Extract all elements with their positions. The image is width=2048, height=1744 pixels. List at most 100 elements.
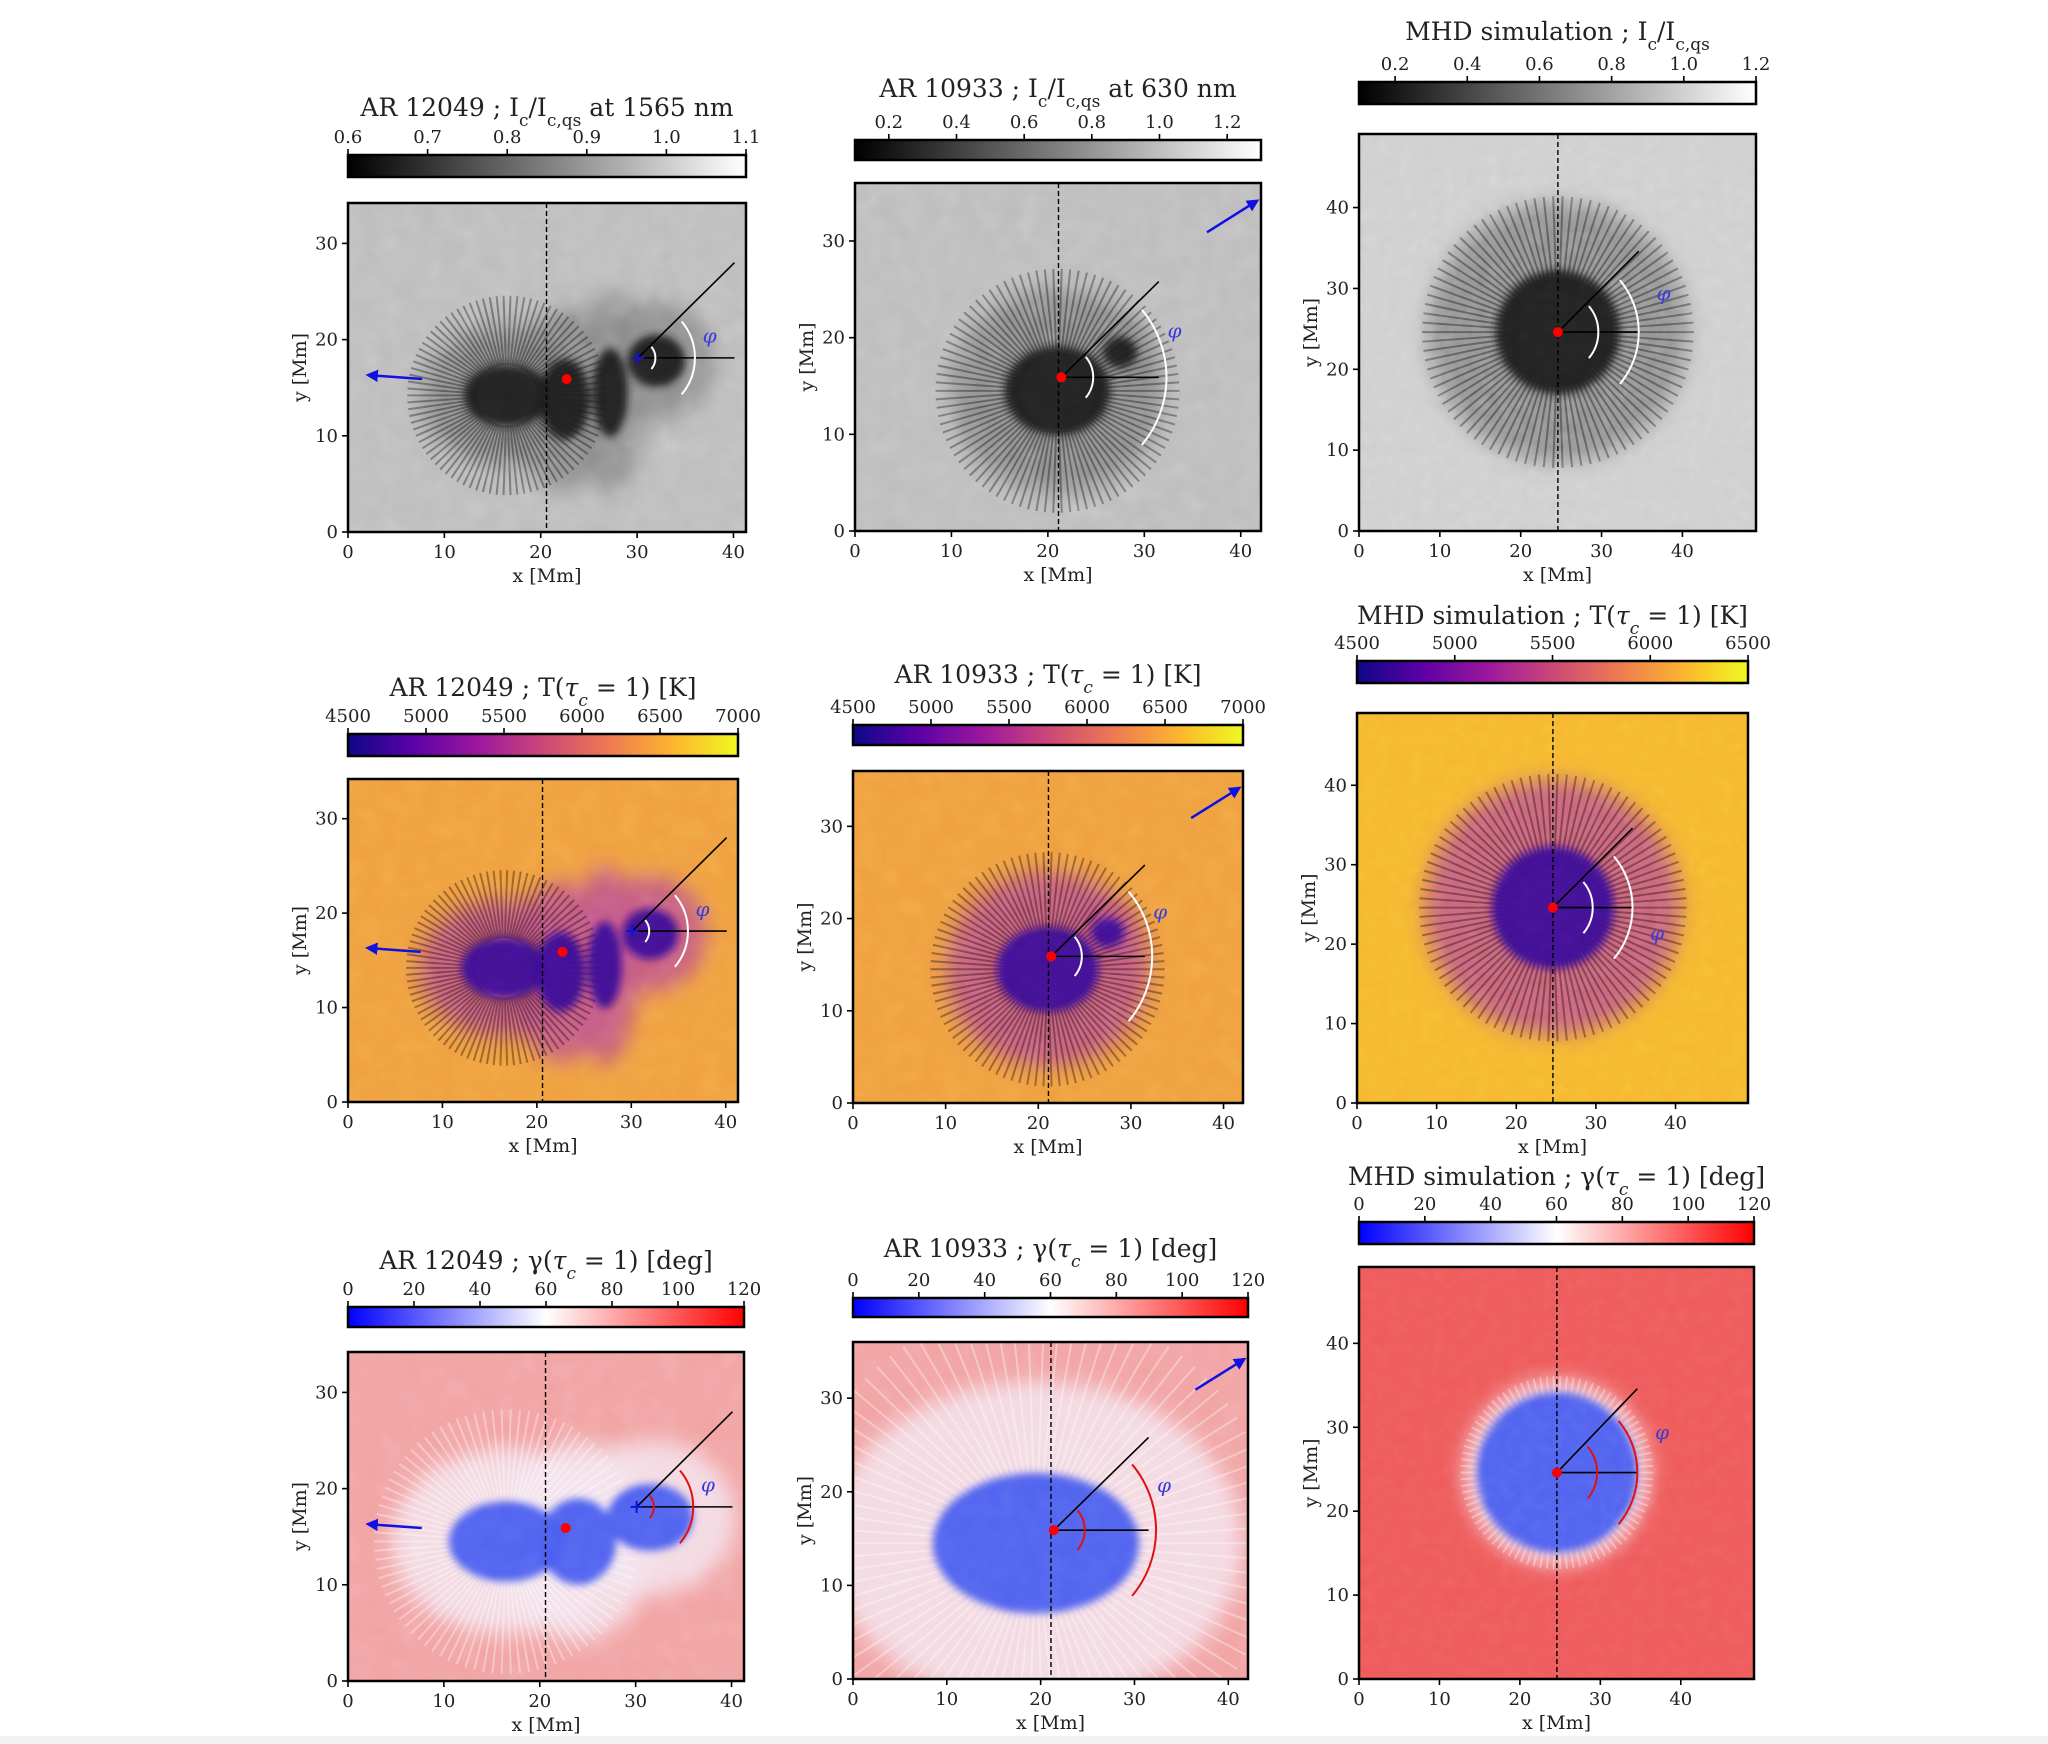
y-tick-label: 30: [315, 809, 338, 830]
disk-center-arrow-icon: [1194, 1357, 1247, 1391]
phi-label: φ: [1153, 900, 1167, 924]
title-subscript: c,qs: [1675, 35, 1710, 55]
colorbar-tick-label: 4500: [325, 706, 371, 727]
x-axis-label: x [Mm]: [511, 1714, 580, 1736]
y-tick-label: 0: [327, 522, 338, 543]
x-tick-label: 30: [1589, 1689, 1612, 1710]
y-tick-label: 20: [1324, 934, 1347, 955]
axes-frame: [851, 769, 1245, 1105]
y-tick-label: 10: [820, 1575, 843, 1596]
title-symbol: τ: [565, 673, 580, 702]
phi-arc: [1617, 1420, 1639, 1525]
y-tick-label: 10: [315, 1575, 338, 1596]
y-axis-label: y [Mm]: [794, 902, 816, 972]
page-bottom-band: [0, 1736, 2048, 1744]
x-tick-label: 20: [1027, 1113, 1050, 1134]
phi-arc: [1588, 305, 1600, 359]
title-text: AR 12049 ; γ(: [378, 1246, 552, 1275]
title-subscript: c: [1071, 1252, 1081, 1272]
colorbar: [1355, 659, 1750, 685]
center-dot-marker: [1046, 951, 1057, 962]
colorbar-tick-label: 0.6: [1010, 112, 1039, 133]
phi-label: φ: [701, 1472, 715, 1496]
x-axis-label: x [Mm]: [1522, 1712, 1591, 1734]
title-subscript: c: [578, 691, 588, 711]
colorbar-tick-label: 0.8: [493, 127, 522, 148]
title-subscript: c,qs: [1066, 92, 1101, 112]
phi-label: φ: [1655, 1420, 1669, 1444]
colorbar-tick-label: 1.0: [652, 127, 681, 148]
x-tick-label: 30: [1119, 1113, 1142, 1134]
colorbar-tick-label: 6500: [637, 706, 683, 727]
phi-ray-line: [1060, 281, 1160, 378]
y-tick-label: 20: [315, 330, 338, 351]
colorbar-tick-label: 80: [601, 1279, 624, 1300]
phi-arc: [1131, 1463, 1157, 1597]
x-tick-label: 20: [525, 1112, 548, 1133]
axes-frame: [851, 1340, 1250, 1681]
phi-arc: [650, 346, 657, 370]
title-text: = 1) [K]: [588, 673, 697, 702]
y-tick-label: 0: [327, 1671, 338, 1692]
colorbar: [346, 153, 748, 179]
title-text: AR 12049 ; I: [359, 93, 519, 122]
title-text: /I: [1047, 74, 1065, 103]
panel-title: AR 12049 ; Ic/Ic,qs at 1565 nm: [359, 93, 733, 131]
colorbar-tick-label: 0.4: [1453, 54, 1482, 75]
phi-label: φ: [703, 323, 717, 347]
title-subscript: c: [566, 1264, 576, 1284]
x-tick-label: 30: [1590, 541, 1613, 562]
phi-ray-line: [1552, 827, 1634, 909]
panel-title: AR 12049 ; T(τc = 1) [K]: [388, 673, 696, 711]
y-tick-label: 10: [1326, 1585, 1349, 1606]
x-tick-label: 30: [624, 1691, 647, 1712]
center-dot-marker: [561, 374, 572, 385]
axes-frame: [1357, 132, 1758, 533]
x-tick-label: 20: [1036, 541, 1059, 562]
colorbar-tick-label: 1.0: [1145, 112, 1174, 133]
colorbar-tick-label: 40: [469, 1279, 492, 1300]
x-tick-label: 40: [714, 1112, 737, 1133]
title-text: MHD simulation ; γ(: [1348, 1162, 1605, 1191]
title-text: = 1) [K]: [1639, 601, 1748, 630]
colorbar: [346, 732, 740, 758]
axes-frame: [346, 1350, 746, 1683]
y-tick-label: 40: [1326, 198, 1349, 219]
panel-ar10933-intensity: AR 10933 ; Ic/Ic,qs at 630 nm0.2 0.4 0.6 0.…: [796, 74, 1263, 586]
colorbar-tick-label: 100: [661, 1279, 695, 1300]
y-tick-label: 10: [315, 998, 338, 1019]
x-tick-label: 10: [1428, 1689, 1451, 1710]
colorbar-tick-label: 5500: [986, 697, 1032, 718]
x-tick-label: 10: [1428, 541, 1451, 562]
colorbar-tick-label: 0.2: [875, 112, 904, 133]
colorbar-tick-label: 60: [1545, 1194, 1568, 1215]
colorbar-tick-label: 80: [1105, 1270, 1128, 1291]
title-symbol: τ: [1057, 1234, 1072, 1263]
colorbar: [851, 1296, 1250, 1319]
colorbar-tick-label: 0.6: [1525, 54, 1554, 75]
title-symbol: τ: [1070, 660, 1085, 689]
panel-title: AR 10933 ; T(τc = 1) [K]: [893, 660, 1201, 698]
y-tick-label: 30: [822, 231, 845, 252]
x-tick-label: 0: [1353, 541, 1364, 562]
x-tick-label: 40: [1229, 541, 1252, 562]
title-text: AR 10933 ; I: [878, 74, 1038, 103]
colorbar-tick-label: 0.8: [1078, 112, 1107, 133]
center-dot-marker: [557, 946, 568, 957]
phi-ray-line: [631, 836, 728, 932]
colorbar-tick-label: 60: [535, 1279, 558, 1300]
x-tick-label: 40: [722, 542, 745, 563]
colorbar-tick-label: 5500: [481, 706, 527, 727]
x-axis-label: x [Mm]: [1013, 1136, 1082, 1158]
y-tick-label: 30: [1324, 855, 1347, 876]
colorbar-tick-label: 6000: [1627, 633, 1673, 654]
y-tick-label: 0: [327, 1092, 338, 1113]
x-tick-label: 0: [849, 541, 860, 562]
y-tick-label: 20: [820, 1482, 843, 1503]
colorbar-tick-label: 20: [403, 1279, 426, 1300]
title-text: = 1) [deg]: [1080, 1234, 1217, 1263]
phi-ray-line: [1556, 1388, 1638, 1474]
x-axis-label: x [Mm]: [1016, 1712, 1085, 1734]
colorbar-tick-label: 0.4: [942, 112, 971, 133]
colorbar: [851, 723, 1245, 747]
